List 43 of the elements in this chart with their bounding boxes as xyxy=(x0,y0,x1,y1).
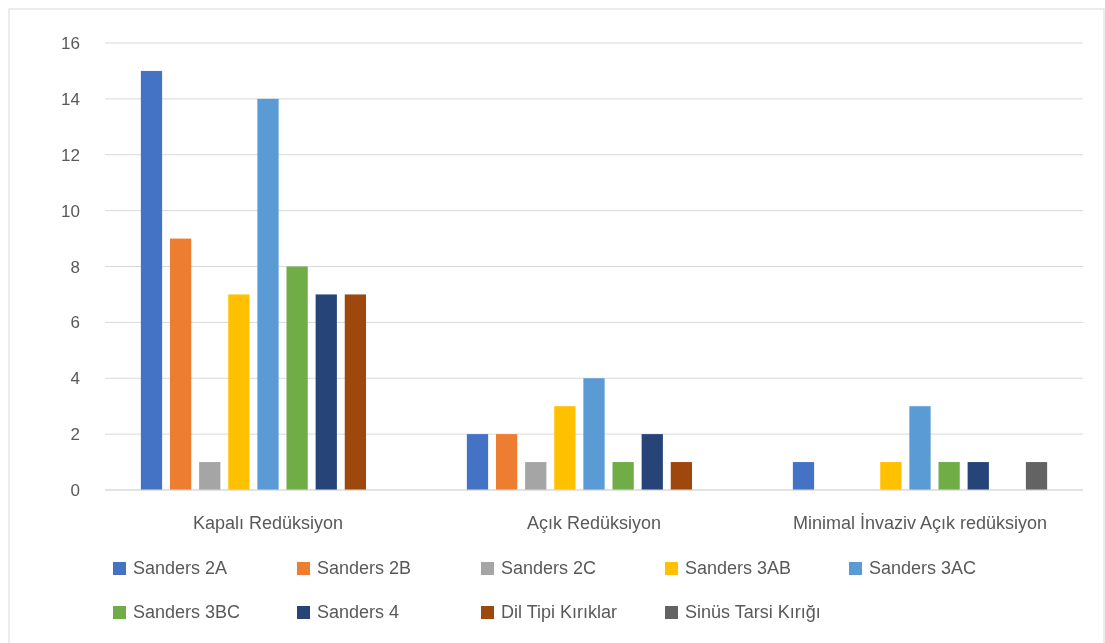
legend-label: Sanders 3AC xyxy=(869,558,977,578)
legend-label: Dil Tipi Kırıklar xyxy=(501,602,618,622)
bar xyxy=(344,294,367,490)
bar xyxy=(140,70,163,490)
bar xyxy=(554,406,576,490)
legend-label: Sanders 3BC xyxy=(133,602,241,622)
legend-label: Sinüs Tarsi Kırığı xyxy=(685,602,821,622)
bar xyxy=(228,294,250,490)
bar xyxy=(967,462,989,490)
bar xyxy=(495,434,518,490)
x-tick-label: Açık Redüksiyon xyxy=(526,513,662,533)
legend-label: Sanders 2B xyxy=(317,558,412,578)
legend-label: Sanders 4 xyxy=(317,602,400,622)
y-tick-label: 12 xyxy=(61,145,80,165)
bar xyxy=(938,462,960,490)
y-tick-label: 0 xyxy=(70,481,80,500)
bar xyxy=(670,462,693,490)
y-tick-label: 4 xyxy=(70,369,80,389)
y-tick-label: 10 xyxy=(61,201,80,221)
bar xyxy=(641,434,663,490)
y-tick-label: 16 xyxy=(61,34,80,53)
bar xyxy=(286,266,308,490)
legend-label: Sanders 3AB xyxy=(685,558,792,578)
x-tick-label: Kapalı Redüksiyon xyxy=(192,513,344,533)
bar xyxy=(612,462,634,490)
bar xyxy=(909,406,931,490)
bar xyxy=(880,462,902,490)
bar xyxy=(525,462,547,490)
bar xyxy=(1025,462,1048,490)
bar xyxy=(199,462,221,490)
bar xyxy=(315,294,337,490)
y-tick-label: 14 xyxy=(61,89,80,109)
legend-label: Sanders 2A xyxy=(133,558,228,578)
legend-label: Sanders 2C xyxy=(501,558,597,578)
y-tick-label: 2 xyxy=(70,425,80,445)
bar xyxy=(792,462,815,490)
bar xyxy=(466,434,489,490)
x-tick-label: Minimal İnvaziv Açık redüksiyon xyxy=(792,513,1048,533)
bar xyxy=(169,238,192,490)
bar xyxy=(257,98,279,490)
bar xyxy=(583,378,605,490)
y-tick-label: 6 xyxy=(70,313,80,333)
y-tick-label: 8 xyxy=(70,257,80,277)
